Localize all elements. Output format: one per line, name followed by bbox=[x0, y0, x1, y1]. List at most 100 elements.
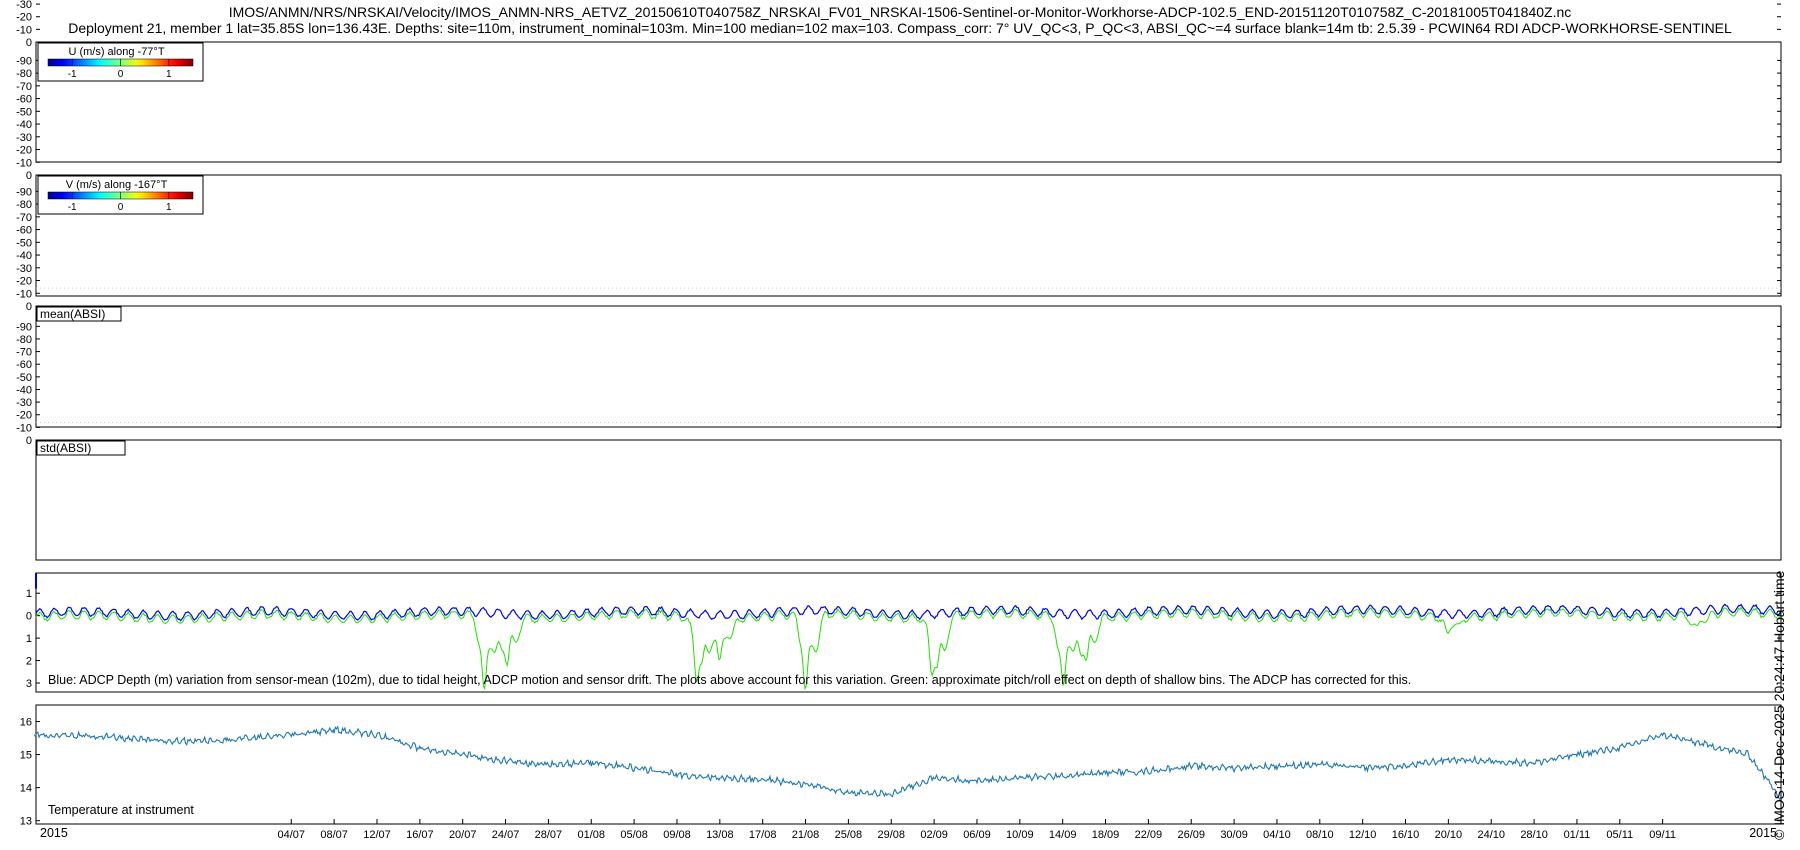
figure-title-line2: Deployment 21, member 1 lat=35.85S lon=1… bbox=[0, 20, 1800, 36]
v_velocity-colorbar-tick-label: 1 bbox=[166, 202, 172, 213]
std_absi-frame bbox=[35, 439, 1782, 561]
figure-title-line1: IMOS/ANMN/NRS/NRSKAI/Velocity/IMOS_ANMN-… bbox=[0, 4, 1800, 20]
u_velocity-colorbar-tick-label: 1 bbox=[166, 69, 172, 80]
time-axis-tick-label: 26/09 bbox=[1177, 829, 1205, 841]
u_velocity-ytick-label: 0 bbox=[26, 37, 32, 49]
u_velocity-frame bbox=[35, 41, 1782, 163]
time-axis-tick-label: 09/11 bbox=[1649, 829, 1676, 841]
std_absi-ytick-label: -70 bbox=[16, 347, 32, 359]
time-axis-tick-label: 12/07 bbox=[363, 829, 391, 841]
time-axis-tick-label: 22/09 bbox=[1135, 829, 1163, 841]
mean_absi-ytick-label: 0 bbox=[26, 301, 32, 313]
time-axis-tick-label: 10/09 bbox=[1006, 829, 1034, 841]
time-axis-tick-label: 28/10 bbox=[1520, 829, 1548, 841]
mean_absi-ytick-label: -30 bbox=[16, 263, 32, 275]
time-axis-tick-label: 08/10 bbox=[1306, 829, 1334, 841]
mean_absi-ytick-label: -40 bbox=[16, 250, 32, 262]
pitch-roll-effect-line bbox=[35, 606, 1782, 691]
v_velocity-ytick-label: -50 bbox=[16, 106, 32, 118]
time-axis-tick-label: 29/08 bbox=[877, 829, 905, 841]
time-axis-tick-label: 16/07 bbox=[406, 829, 434, 841]
time-axis-tick-label: 04/07 bbox=[278, 829, 306, 841]
std_absi-ytick-label: -60 bbox=[16, 359, 32, 371]
v_velocity-ytick-label: -20 bbox=[16, 145, 32, 157]
depth_variation-ytick-label: 1 bbox=[26, 633, 32, 645]
time-axis-tick-label: 24/10 bbox=[1477, 829, 1505, 841]
v_velocity-ytick-label: -70 bbox=[16, 81, 32, 93]
timestamp-watermark: © IMOS 14-Dec-2025 20:24:47 Hobart time bbox=[1771, 571, 1787, 840]
v_velocity-colorbar-tick-label: -1 bbox=[68, 202, 77, 213]
mean_absi-ytick-label: -10 bbox=[16, 288, 32, 300]
temperature-line bbox=[33, 725, 1781, 801]
time-axis-tick-label: 05/08 bbox=[620, 829, 648, 841]
time-axis-tick-label: 01/11 bbox=[1564, 829, 1591, 841]
adcp-depth-variation-line bbox=[35, 603, 1782, 622]
v_velocity-frame bbox=[35, 174, 1782, 297]
temperature-ytick-label: 16 bbox=[20, 717, 32, 729]
depth_variation-ytick-label: 1 bbox=[26, 588, 32, 600]
std_absi-ytick-label: -20 bbox=[16, 410, 32, 422]
std_absi-ytick-label: -10 bbox=[16, 422, 32, 434]
u_velocity-legend: U (m/s) along -77°T -1 0 1 bbox=[37, 42, 204, 82]
v_velocity-ytick-label: -60 bbox=[16, 94, 32, 106]
std_absi-ytick-label: -90 bbox=[16, 321, 32, 333]
std_absi-ytick-label: -40 bbox=[16, 384, 32, 396]
temperature-label: Temperature at instrument bbox=[48, 803, 194, 817]
v_velocity-ytick-label: -30 bbox=[16, 132, 32, 144]
mean_absi-label: mean(ABSI) bbox=[40, 307, 105, 321]
mean_absi-ytick-label: -60 bbox=[16, 225, 32, 237]
u_velocity-ytick-label: -10 bbox=[16, 24, 32, 36]
time-axis-tick-label: 16/10 bbox=[1392, 829, 1420, 841]
u_velocity-ytick-label: -20 bbox=[16, 12, 32, 24]
time-axis-end-year: 2015 bbox=[1749, 826, 1777, 840]
temperature-frame bbox=[35, 704, 1782, 825]
temperature-ytick-label: 15 bbox=[20, 750, 32, 762]
mean_absi-ytick-label: -90 bbox=[16, 186, 32, 198]
v_velocity-ytick-label: -10 bbox=[16, 157, 32, 169]
time-axis-tick-label: 25/08 bbox=[835, 829, 863, 841]
temperature-ytick-label: 13 bbox=[20, 816, 32, 828]
time-axis-tick-label: 18/09 bbox=[1092, 829, 1120, 841]
time-axis-tick-label: 04/10 bbox=[1263, 829, 1291, 841]
u_velocity-colorbar-tick-label: -1 bbox=[68, 69, 77, 80]
time-axis-tick-label: 13/08 bbox=[706, 829, 734, 841]
v_velocity-legend: V (m/s) along -167°T -1 0 1 bbox=[37, 175, 204, 215]
u_velocity-legend-title: U (m/s) along -77°T bbox=[68, 46, 164, 58]
mean_absi-frame bbox=[35, 305, 1782, 428]
v_velocity-ytick-label: -90 bbox=[16, 55, 32, 67]
time-axis-tick-label: 12/10 bbox=[1349, 829, 1377, 841]
v_velocity-colorbar-tick-label: 0 bbox=[118, 202, 124, 213]
time-axis-tick-label: 05/11 bbox=[1606, 829, 1633, 841]
time-axis-tick-label: 09/08 bbox=[663, 829, 691, 841]
v_velocity-legend-title: V (m/s) along -167°T bbox=[66, 179, 168, 191]
time-axis-tick-label: 20/10 bbox=[1435, 829, 1463, 841]
mean_absi-ytick-label: -20 bbox=[16, 276, 32, 288]
std_absi-ytick-label: -30 bbox=[16, 397, 32, 409]
depth-variation-caption: Blue: ADCP Depth (m) variation from sens… bbox=[48, 673, 1411, 687]
v_velocity-ytick-label: -40 bbox=[16, 119, 32, 131]
std_absi-ytick-label: -50 bbox=[16, 372, 32, 384]
mean_absi-ytick-label: -70 bbox=[16, 212, 32, 224]
std_absi-label-box bbox=[36, 440, 126, 456]
time-axis-tick-label: 28/07 bbox=[535, 829, 563, 841]
time-axis-tick-label: 24/07 bbox=[492, 829, 520, 841]
time-axis-tick-label: 20/07 bbox=[449, 829, 477, 841]
std_absi-ytick-label: 0 bbox=[26, 435, 32, 447]
mean_absi-ytick-label: -80 bbox=[16, 199, 32, 211]
depth_variation-ytick-label: 3 bbox=[26, 678, 32, 690]
depth_variation-ytick-label: 0 bbox=[26, 611, 32, 623]
time-axis-tick-label: 14/09 bbox=[1049, 829, 1077, 841]
depth_variation-frame bbox=[35, 572, 1782, 693]
depth_variation-ytick-label: 2 bbox=[26, 656, 32, 668]
u_velocity-colorbar-tick-label: 0 bbox=[118, 69, 124, 80]
time-axis-tick-label: 08/07 bbox=[320, 829, 348, 841]
time-axis-tick-label: 17/08 bbox=[749, 829, 777, 841]
u_velocity-ytick-label: -30 bbox=[16, 0, 32, 11]
v_velocity-ytick-label: 0 bbox=[26, 170, 32, 182]
mean_absi-label-box bbox=[36, 306, 122, 322]
v_velocity-ytick-label: -80 bbox=[16, 68, 32, 80]
time-axis-start-year: 2015 bbox=[40, 826, 68, 840]
std_absi-ytick-label: -80 bbox=[16, 334, 32, 346]
std_absi-label: std(ABSI) bbox=[40, 441, 91, 455]
